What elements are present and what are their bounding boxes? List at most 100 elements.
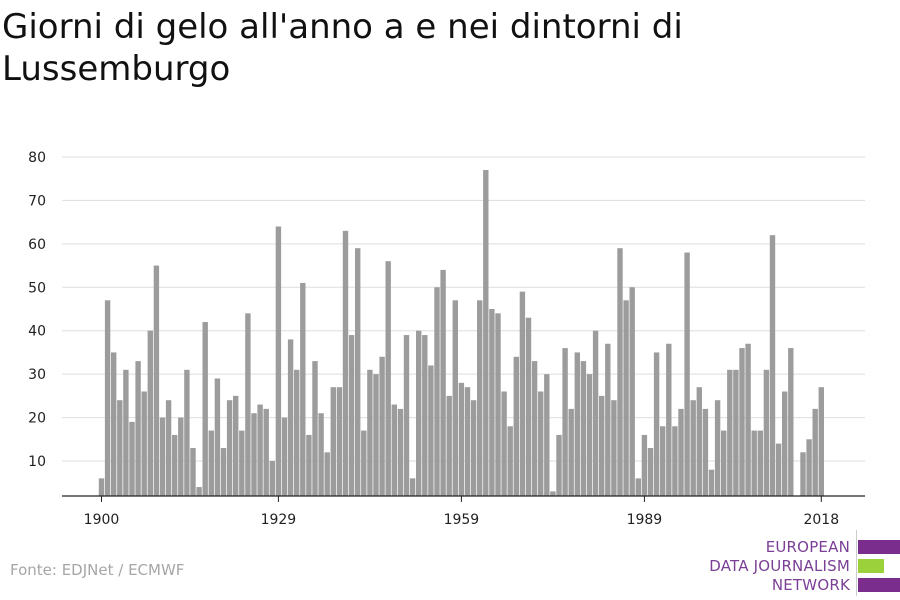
x-tick-label: 1989 bbox=[627, 512, 663, 528]
bar bbox=[708, 469, 715, 496]
bar bbox=[470, 400, 477, 496]
bar bbox=[678, 408, 684, 496]
bar bbox=[434, 287, 440, 496]
bar bbox=[788, 348, 794, 496]
bar bbox=[653, 352, 660, 496]
bar bbox=[300, 282, 306, 496]
y-axis: 10 20 30 40 50 60 70 80 bbox=[28, 150, 46, 470]
bar bbox=[495, 313, 501, 496]
bar bbox=[141, 391, 147, 496]
bar bbox=[531, 361, 538, 496]
bar bbox=[714, 400, 721, 496]
bar bbox=[757, 430, 763, 496]
bar bbox=[629, 287, 635, 496]
logo-bar-purple-top bbox=[858, 540, 900, 554]
bar bbox=[666, 343, 672, 496]
bar bbox=[751, 430, 757, 496]
bar bbox=[233, 395, 239, 496]
bar bbox=[275, 226, 282, 496]
bar bbox=[775, 443, 782, 496]
bar bbox=[550, 491, 556, 496]
bar bbox=[458, 382, 465, 496]
bar bbox=[281, 417, 288, 496]
bar bbox=[336, 387, 343, 496]
bar bbox=[104, 300, 111, 496]
edjnet-logo: EUROPEAN DATA JOURNALISM NETWORK bbox=[700, 530, 900, 596]
bar bbox=[702, 408, 709, 496]
bar bbox=[373, 374, 379, 496]
bar bbox=[251, 413, 257, 496]
bar bbox=[159, 417, 166, 496]
bar bbox=[409, 478, 416, 496]
bar bbox=[800, 452, 806, 496]
y-tick-label: 80 bbox=[28, 150, 46, 166]
bar bbox=[733, 369, 739, 496]
bar bbox=[672, 426, 678, 496]
bar bbox=[318, 413, 324, 496]
bar bbox=[647, 447, 654, 496]
bar bbox=[324, 452, 330, 496]
x-tick-label: 1959 bbox=[444, 512, 480, 528]
bars bbox=[98, 170, 824, 497]
bar bbox=[367, 369, 373, 496]
logo-bar-purple-bottom bbox=[858, 578, 900, 592]
bar bbox=[98, 478, 105, 496]
bar bbox=[355, 248, 361, 496]
bar bbox=[696, 387, 702, 496]
bar bbox=[538, 391, 544, 496]
bar bbox=[294, 369, 300, 496]
bar bbox=[727, 369, 733, 496]
bar bbox=[635, 478, 641, 496]
y-tick-label: 10 bbox=[28, 454, 46, 470]
bar bbox=[172, 434, 178, 496]
bar bbox=[782, 391, 788, 496]
bar bbox=[269, 461, 275, 496]
logo-line-1: EUROPEAN bbox=[765, 538, 850, 556]
bar bbox=[623, 300, 629, 496]
bar bbox=[111, 352, 117, 496]
bar bbox=[245, 313, 251, 496]
bar bbox=[446, 395, 452, 496]
bar bbox=[684, 252, 690, 496]
bar bbox=[403, 335, 410, 496]
source-note: Fonte: EDJNet / ECMWF bbox=[10, 561, 185, 579]
bar bbox=[153, 265, 160, 496]
y-tick-label: 60 bbox=[28, 237, 46, 253]
bar bbox=[489, 309, 495, 496]
logo-line-2: DATA JOURNALISM bbox=[709, 557, 850, 575]
bar bbox=[660, 426, 666, 496]
x-tick-label: 1929 bbox=[261, 512, 297, 528]
bar bbox=[507, 426, 513, 496]
bar bbox=[416, 330, 422, 496]
bar bbox=[440, 269, 446, 496]
bar bbox=[812, 408, 818, 496]
bar bbox=[641, 434, 648, 496]
y-tick-label: 50 bbox=[28, 280, 46, 296]
bar bbox=[214, 378, 221, 496]
y-tick-label: 70 bbox=[28, 193, 46, 209]
bar bbox=[348, 335, 355, 496]
bar bbox=[763, 369, 770, 496]
bar bbox=[745, 343, 751, 496]
bar bbox=[312, 361, 318, 496]
bar bbox=[568, 408, 574, 496]
y-tick-label: 20 bbox=[28, 411, 46, 427]
bar bbox=[184, 369, 190, 496]
bar bbox=[397, 408, 404, 496]
bar bbox=[574, 352, 580, 496]
bar bbox=[208, 430, 214, 496]
bar bbox=[422, 335, 428, 496]
bar bbox=[190, 447, 196, 496]
bar bbox=[501, 391, 507, 496]
bar bbox=[306, 434, 312, 496]
bar bbox=[257, 404, 263, 496]
bar bbox=[592, 330, 599, 496]
bar bbox=[135, 361, 141, 496]
bar bbox=[769, 235, 776, 496]
bar bbox=[586, 374, 593, 496]
bar bbox=[556, 434, 562, 496]
bar bbox=[617, 248, 623, 496]
bar bbox=[287, 339, 294, 496]
bar bbox=[129, 421, 135, 496]
bar bbox=[605, 343, 611, 496]
